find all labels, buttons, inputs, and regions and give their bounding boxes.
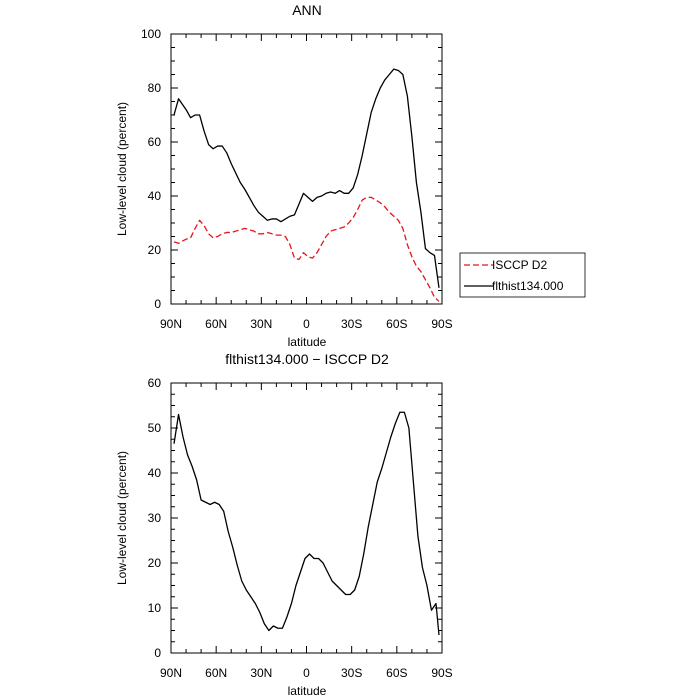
panel-top: ANN 0 20 40 60 80 100 90N 60N 30N 0 30S 60S 90S lati… [115, 2, 586, 349]
top-y-tick-label: 80 [148, 81, 162, 95]
top-x-tick-label: 90S [431, 317, 452, 331]
panel-bottom: flthist134.000 − ISCCP D2 0 10 20 30 40 50 60 9… [115, 351, 453, 698]
bottom-chart-title: flthist134.000 − ISCCP D2 [225, 351, 389, 367]
legend-box [459, 252, 586, 298]
bottom-x-axis-label: latitude [288, 684, 327, 698]
bottom-x-tick-label: 90S [431, 666, 452, 680]
top-series-line-flthist134-000 [173, 68, 440, 288]
bottom-y-tick-label: 50 [148, 421, 162, 435]
legend-label-flthist: flthist134.000 [492, 279, 564, 293]
bottom-x-tick-label: 90N [160, 666, 182, 680]
top-y-tick-label: 20 [148, 243, 162, 257]
legend: ISCCP D2 flthist134.000 [459, 252, 586, 298]
bottom-x-tick-label: 30S [341, 666, 362, 680]
bottom-x-tick-label: 60N [205, 666, 227, 680]
top-series-line-isccp-d2 [173, 196, 440, 302]
top-x-axis-label: latitude [288, 335, 327, 349]
bottom-x-tick-label: 0 [303, 666, 310, 680]
top-y-axis-label: Low-level cloud (percent) [115, 102, 129, 236]
bottom-y-tick-label: 40 [148, 466, 162, 480]
bottom-y-tick-label: 10 [148, 601, 162, 615]
bottom-x-tick-label: 60S [386, 666, 407, 680]
bottom-y-axis-label: Low-level cloud (percent) [115, 451, 129, 585]
top-y-tick-label: 60 [148, 135, 162, 149]
top-x-tick-label: 30N [250, 317, 272, 331]
bottom-y-tick-label: 30 [148, 511, 162, 525]
top-x-tick-label: 90N [160, 317, 182, 331]
bottom-y-tick-label: 60 [148, 376, 162, 390]
bottom-y-tick-label: 0 [154, 646, 161, 660]
top-y-tick-label: 40 [148, 189, 162, 203]
top-chart-title: ANN [292, 2, 322, 18]
top-x-tick-label: 60N [205, 317, 227, 331]
bottom-y-tick-label: 20 [148, 556, 162, 570]
top-y-tick-label: 0 [154, 297, 161, 311]
top-x-tick-label: 0 [303, 317, 310, 331]
top-plot-frame [170, 33, 443, 305]
bottom-plot-frame [170, 382, 443, 654]
top-y-tick-label: 100 [141, 27, 161, 41]
bottom-x-tick-label: 30N [250, 666, 272, 680]
top-x-tick-label: 30S [341, 317, 362, 331]
top-x-tick-label: 60S [386, 317, 407, 331]
bottom-series-line-difference [173, 411, 440, 636]
legend-label-isccp: ISCCP D2 [492, 258, 547, 272]
